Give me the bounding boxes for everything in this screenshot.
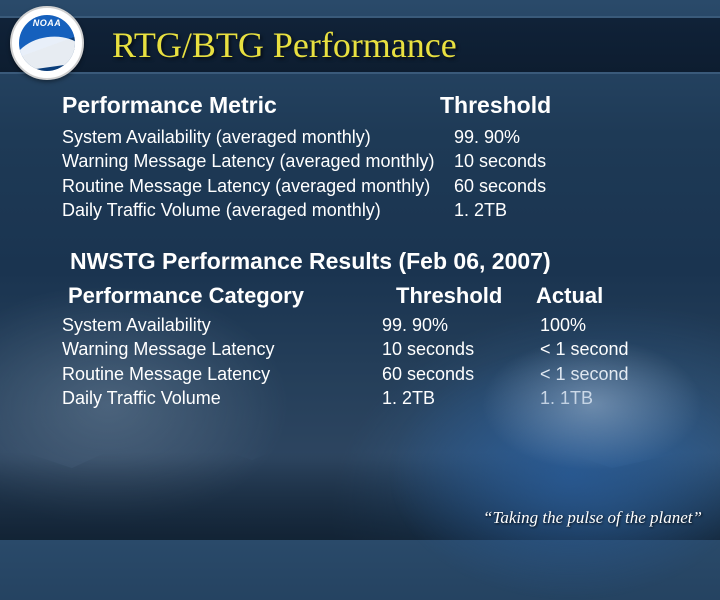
threshold-cell: 99. 90% <box>454 125 680 149</box>
category-cell: Warning Message Latency <box>62 337 382 361</box>
table-row: Daily Traffic Volume (averaged monthly) … <box>62 198 680 222</box>
actual-cell: < 1 second <box>540 362 680 386</box>
tagline: “Taking the pulse of the planet” <box>483 508 702 528</box>
actual-cell: < 1 second <box>540 337 680 361</box>
results-heading: NWSTG Performance Results (Feb 06, 2007) <box>70 248 680 275</box>
threshold-cell: 10 seconds <box>382 337 540 361</box>
results-table-header: Performance Category Threshold Actual <box>62 283 680 309</box>
threshold-cell: 1. 2TB <box>454 198 680 222</box>
category-cell: System Availability <box>62 313 382 337</box>
slide-title: RTG/BTG Performance <box>112 24 457 66</box>
table-row: Warning Message Latency 10 seconds < 1 s… <box>62 337 680 361</box>
actual-cell: 1. 1TB <box>540 386 680 410</box>
metric-cell: Daily Traffic Volume (averaged monthly) <box>62 198 454 222</box>
header-threshold-2: Threshold <box>396 283 536 309</box>
table-row: Warning Message Latency (averaged monthl… <box>62 149 680 173</box>
table-row: Daily Traffic Volume 1. 2TB 1. 1TB <box>62 386 680 410</box>
table-row: Routine Message Latency (averaged monthl… <box>62 174 680 198</box>
title-bar: RTG/BTG Performance <box>0 16 720 74</box>
noaa-logo-inner: NOAA <box>19 15 75 71</box>
threshold-cell: 60 seconds <box>454 174 680 198</box>
threshold-cell: 60 seconds <box>382 362 540 386</box>
actual-cell: 100% <box>540 313 680 337</box>
threshold-cell: 99. 90% <box>382 313 540 337</box>
metrics-table-body: System Availability (averaged monthly) 9… <box>62 125 680 222</box>
results-table-body: System Availability 99. 90% 100% Warning… <box>62 313 680 410</box>
threshold-cell: 1. 2TB <box>382 386 540 410</box>
metrics-table-header: Performance Metric Threshold <box>62 92 680 119</box>
table-row: System Availability (averaged monthly) 9… <box>62 125 680 149</box>
metric-cell: Warning Message Latency (averaged monthl… <box>62 149 454 173</box>
category-cell: Routine Message Latency <box>62 362 382 386</box>
metric-cell: Routine Message Latency (averaged monthl… <box>62 174 454 198</box>
table-row: System Availability 99. 90% 100% <box>62 313 680 337</box>
slide-content: Performance Metric Threshold System Avai… <box>62 92 680 410</box>
header-performance-category: Performance Category <box>68 283 396 309</box>
table-row: Routine Message Latency 60 seconds < 1 s… <box>62 362 680 386</box>
header-threshold: Threshold <box>440 92 680 119</box>
metric-cell: System Availability (averaged monthly) <box>62 125 454 149</box>
threshold-cell: 10 seconds <box>454 149 680 173</box>
category-cell: Daily Traffic Volume <box>62 386 382 410</box>
header-actual: Actual <box>536 283 680 309</box>
noaa-logo-text: NOAA <box>19 18 75 28</box>
noaa-logo: NOAA <box>10 6 84 80</box>
header-performance-metric: Performance Metric <box>62 92 440 119</box>
